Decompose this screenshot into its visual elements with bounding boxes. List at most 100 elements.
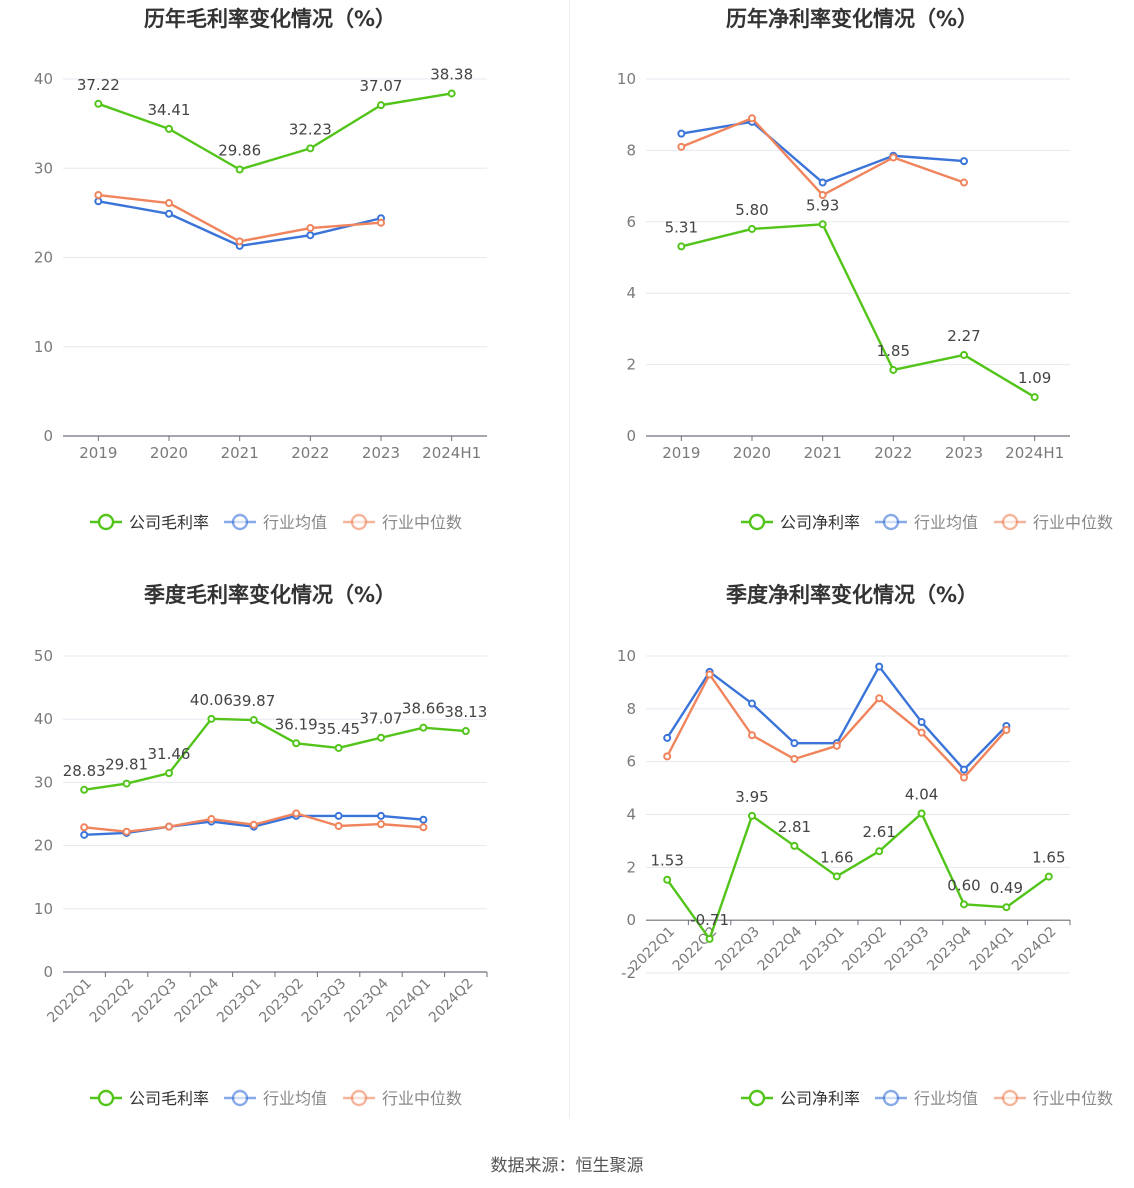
data-point-industry_avg[interactable] bbox=[677, 129, 686, 138]
data-point-company[interactable] bbox=[165, 769, 173, 778]
data-label: 37.07 bbox=[360, 710, 403, 728]
data-point-company[interactable] bbox=[235, 165, 244, 174]
data-point-company[interactable] bbox=[748, 811, 756, 820]
data-point-company[interactable] bbox=[705, 934, 714, 943]
data-point-industry_median[interactable] bbox=[249, 820, 258, 829]
x-tick-label: 2020 bbox=[733, 444, 771, 462]
data-point-industry_avg[interactable] bbox=[80, 830, 89, 839]
x-tick-label: 2023Q2 bbox=[256, 976, 307, 1027]
data-point-industry_median[interactable] bbox=[122, 827, 131, 836]
data-point-industry_avg[interactable] bbox=[875, 662, 884, 671]
data-point-company[interactable] bbox=[790, 841, 799, 850]
data-point-company[interactable] bbox=[1044, 872, 1053, 881]
data-point-industry_median[interactable] bbox=[960, 773, 968, 782]
data-point-industry_avg[interactable] bbox=[306, 231, 315, 240]
legend-item-industry_avg[interactable]: 行业均值 bbox=[875, 1089, 978, 1108]
data-point-industry_avg[interactable] bbox=[663, 733, 672, 742]
data-point-industry_median[interactable] bbox=[875, 694, 884, 703]
data-point-industry_median[interactable] bbox=[207, 815, 216, 824]
data-label: 35.45 bbox=[317, 720, 360, 738]
data-point-company[interactable] bbox=[94, 99, 103, 108]
x-tick-label: 2020 bbox=[150, 444, 188, 462]
data-point-company[interactable] bbox=[677, 242, 686, 251]
data-point-company[interactable] bbox=[960, 350, 968, 359]
y-tick-label: 40 bbox=[34, 710, 53, 728]
data-point-company[interactable] bbox=[917, 809, 926, 818]
legend-item-industry_median[interactable]: 行业中位数 bbox=[343, 513, 462, 532]
data-point-company[interactable] bbox=[122, 779, 131, 788]
data-point-industry_avg[interactable] bbox=[960, 765, 968, 774]
data-point-company[interactable] bbox=[306, 144, 315, 153]
y-tick-label: 4 bbox=[626, 806, 636, 824]
data-point-industry_median[interactable] bbox=[917, 728, 926, 737]
data-label: 36.19 bbox=[275, 715, 318, 733]
data-point-industry_median[interactable] bbox=[705, 670, 714, 679]
data-point-industry_median[interactable] bbox=[80, 823, 89, 832]
data-point-industry_median[interactable] bbox=[748, 114, 756, 123]
legend-item-industry_median[interactable]: 行业中位数 bbox=[343, 1089, 462, 1108]
data-point-industry_median[interactable] bbox=[377, 820, 385, 829]
legend-item-industry_avg[interactable]: 行业均值 bbox=[224, 513, 327, 532]
data-point-industry_median[interactable] bbox=[334, 822, 343, 831]
data-point-industry_median[interactable] bbox=[306, 224, 315, 233]
data-point-company[interactable] bbox=[818, 220, 827, 229]
data-point-industry_median[interactable] bbox=[377, 218, 385, 227]
data-point-company[interactable] bbox=[377, 101, 385, 110]
data-point-company[interactable] bbox=[461, 727, 470, 736]
data-point-industry_avg[interactable] bbox=[334, 811, 343, 820]
data-point-company[interactable] bbox=[832, 872, 841, 881]
data-point-industry_median[interactable] bbox=[960, 178, 968, 187]
data-point-industry_avg[interactable] bbox=[790, 739, 799, 748]
data-point-company[interactable] bbox=[334, 743, 343, 752]
data-point-company[interactable] bbox=[960, 900, 968, 909]
data-point-industry_avg[interactable] bbox=[377, 811, 385, 820]
legend-item-industry_median[interactable]: 行业中位数 bbox=[994, 1089, 1113, 1108]
data-point-industry_median[interactable] bbox=[748, 731, 756, 740]
data-label: 32.23 bbox=[289, 120, 332, 138]
legend-item-industry_avg[interactable]: 行业均值 bbox=[875, 513, 978, 532]
data-point-industry_median[interactable] bbox=[419, 823, 428, 832]
data-point-industry_avg[interactable] bbox=[960, 157, 968, 166]
data-point-company[interactable] bbox=[1002, 903, 1011, 912]
data-point-industry_median[interactable] bbox=[165, 199, 173, 208]
data-point-industry_avg[interactable] bbox=[748, 699, 756, 708]
data-label: 5.80 bbox=[735, 201, 768, 219]
data-point-company[interactable] bbox=[419, 723, 428, 732]
data-point-company[interactable] bbox=[889, 365, 898, 374]
data-point-industry_median[interactable] bbox=[677, 142, 686, 151]
data-point-industry_median[interactable] bbox=[889, 153, 898, 162]
data-point-company[interactable] bbox=[80, 785, 89, 794]
data-point-industry_avg[interactable] bbox=[94, 197, 103, 206]
data-point-industry_median[interactable] bbox=[292, 809, 301, 818]
data-point-company[interactable] bbox=[165, 124, 173, 133]
legend-item-industry_median[interactable]: 行业中位数 bbox=[994, 513, 1113, 532]
data-point-company[interactable] bbox=[207, 714, 216, 723]
legend-item-company[interactable]: 公司毛利率 bbox=[90, 513, 209, 532]
legend-label: 公司毛利率 bbox=[129, 1089, 209, 1108]
legend-item-company[interactable]: 公司净利率 bbox=[741, 1089, 860, 1108]
data-point-company[interactable] bbox=[1030, 393, 1039, 402]
legend-item-company[interactable]: 公司净利率 bbox=[741, 513, 860, 532]
data-point-industry_median[interactable] bbox=[790, 755, 799, 764]
data-point-company[interactable] bbox=[663, 875, 672, 884]
data-point-industry_avg[interactable] bbox=[917, 718, 926, 727]
data-point-industry_avg[interactable] bbox=[419, 815, 428, 824]
legend-marker bbox=[350, 1089, 368, 1107]
legend-item-industry_avg[interactable]: 行业均值 bbox=[224, 1089, 327, 1108]
data-point-company[interactable] bbox=[292, 739, 301, 748]
data-point-industry_avg[interactable] bbox=[818, 178, 827, 187]
data-point-company[interactable] bbox=[249, 716, 258, 725]
data-point-industry_median[interactable] bbox=[235, 237, 244, 246]
legend-item-company[interactable]: 公司毛利率 bbox=[90, 1089, 209, 1108]
data-point-industry_median[interactable] bbox=[663, 752, 672, 761]
data-point-company[interactable] bbox=[748, 224, 756, 233]
data-point-industry_median[interactable] bbox=[165, 822, 173, 831]
data-point-company[interactable] bbox=[447, 89, 456, 98]
data-point-industry_median[interactable] bbox=[94, 191, 103, 200]
data-point-industry_median[interactable] bbox=[832, 741, 841, 750]
data-point-industry_avg[interactable] bbox=[165, 209, 173, 218]
data-point-company[interactable] bbox=[875, 847, 884, 856]
data-point-industry_median[interactable] bbox=[818, 191, 827, 200]
data-point-industry_median[interactable] bbox=[1002, 725, 1011, 734]
data-point-company[interactable] bbox=[377, 733, 385, 742]
